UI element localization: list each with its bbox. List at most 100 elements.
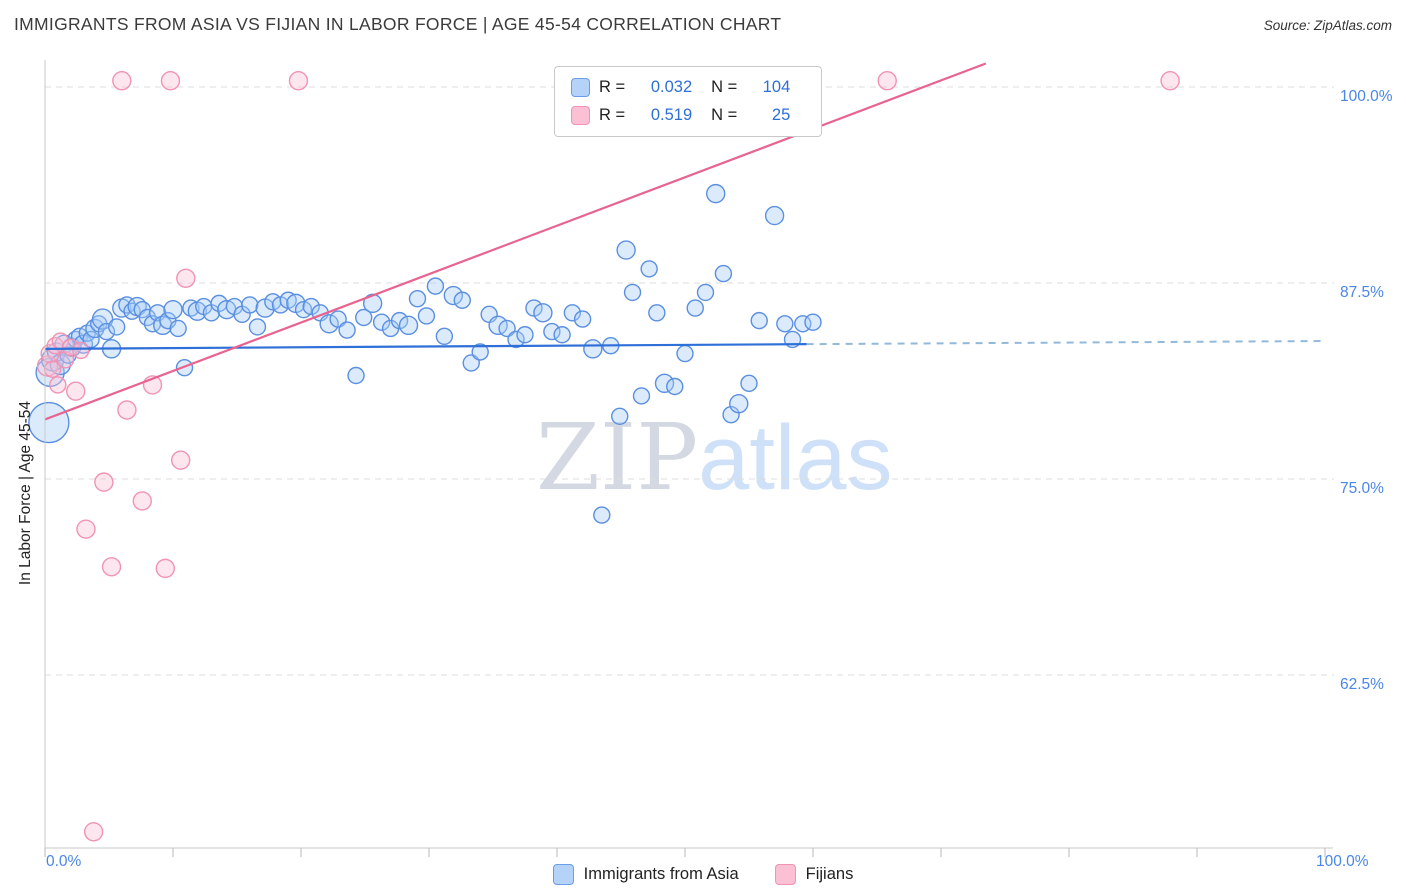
asia-data-point	[804, 313, 822, 331]
asia-data-point	[729, 394, 749, 414]
asia-data-point	[82, 330, 100, 349]
asia-data-point	[153, 315, 173, 336]
asia-data-point	[632, 387, 651, 405]
fijian-data-point	[117, 400, 137, 420]
y-axis-title: In Labor Force | Age 45-54	[17, 400, 34, 586]
trend-line	[44, 343, 807, 350]
x-axis-max-label: 100.0%	[1316, 853, 1369, 870]
legend-row-fijians: R = 0.519 N = 25	[571, 106, 805, 125]
legend-item-asia[interactable]: Immigrants from Asia	[552, 864, 739, 885]
asia-data-point	[648, 304, 666, 322]
watermark-zip: ZIP	[535, 404, 699, 511]
asia-data-point	[398, 315, 419, 336]
asia-data-point	[611, 407, 629, 425]
trend-line-dashed	[806, 340, 1326, 346]
legend-item-fijians[interactable]: Fijians	[774, 864, 854, 885]
fijian-data-point	[160, 71, 181, 91]
asia-data-point	[443, 285, 464, 306]
asia-data-point	[706, 183, 726, 204]
zipatlas-watermark: ZIPatlas	[536, 404, 893, 511]
asia-data-point	[169, 319, 187, 338]
trend-line	[44, 62, 987, 421]
fijians-r-value: 0.519	[650, 106, 693, 124]
asia-legend-label: Immigrants from Asia	[583, 865, 739, 883]
asia-data-point	[776, 315, 794, 333]
asia-swatch	[571, 78, 590, 97]
legend-row-asia: R = 0.032 N = 104	[571, 78, 805, 97]
asia-data-point	[654, 373, 675, 394]
asia-data-point	[417, 307, 436, 325]
asia-data-point	[623, 283, 642, 302]
page-title: IMMIGRANTS FROM ASIA VS FIJIAN IN LABOR …	[14, 14, 782, 34]
r-label: R =	[599, 78, 626, 96]
fijian-data-point	[61, 338, 80, 356]
fijian-data-point	[176, 268, 196, 288]
asia-data-point	[640, 260, 658, 278]
asia-data-point	[722, 406, 740, 424]
asia-legend-swatch	[552, 864, 574, 885]
n-label: N =	[711, 78, 738, 96]
asia-n-value: 104	[762, 78, 791, 96]
asia-data-point	[163, 299, 183, 320]
asia-data-point	[573, 310, 592, 328]
y-tick-label: 100.0%	[1340, 88, 1393, 105]
asia-data-point	[533, 303, 553, 323]
asia-data-point	[666, 377, 684, 396]
fijian-data-point	[288, 71, 309, 91]
asia-data-point	[319, 314, 339, 334]
y-tick-label: 62.5%	[1340, 676, 1384, 693]
asia-data-point	[583, 339, 603, 359]
fijian-data-point	[112, 71, 132, 91]
asia-data-point	[593, 506, 611, 524]
fijians-legend-swatch	[774, 864, 796, 885]
asia-data-point	[182, 299, 200, 317]
asia-data-point	[740, 374, 758, 393]
fijian-data-point	[132, 491, 152, 511]
series-legend: Immigrants from Asia Fijians	[0, 864, 1406, 885]
fijian-data-point	[72, 341, 90, 360]
y-tick-label: 75.0%	[1340, 480, 1384, 497]
asia-data-point	[563, 304, 582, 322]
asia-data-point	[347, 366, 365, 385]
asia-data-point	[507, 330, 525, 349]
asia-r-value: 0.032	[650, 78, 693, 96]
asia-data-point	[453, 291, 471, 309]
correlation-legend: R = 0.032 N = 104 R = 0.519 N = 25	[554, 66, 822, 137]
fijian-data-point	[66, 381, 86, 401]
fijian-data-point	[83, 822, 104, 842]
fijians-legend-label: Fijians	[805, 865, 854, 883]
fijian-data-point	[155, 558, 176, 579]
fijian-data-point	[1160, 71, 1180, 91]
asia-data-point	[302, 297, 320, 316]
source-credit: Source: ZipAtlas.com	[1263, 18, 1392, 33]
asia-data-point	[764, 205, 785, 226]
fijians-n-value: 25	[771, 106, 791, 124]
asia-data-point	[714, 264, 733, 283]
watermark-atlas: atlas	[698, 407, 893, 509]
x-axis-min-label: 0.0%	[46, 853, 82, 870]
asia-data-point	[435, 327, 454, 346]
asia-data-point	[471, 343, 489, 361]
asia-data-point	[488, 315, 508, 336]
asia-data-point	[516, 326, 534, 344]
asia-data-point	[97, 322, 116, 341]
asia-data-point	[408, 289, 427, 308]
fijians-swatch	[571, 106, 590, 125]
fijian-data-point	[49, 376, 67, 394]
asia-data-point	[696, 283, 715, 302]
asia-data-point	[553, 326, 571, 344]
asia-data-point	[241, 296, 259, 314]
asia-data-point	[372, 313, 391, 331]
fijian-data-point	[76, 519, 96, 539]
fijian-data-point	[101, 557, 122, 577]
fijian-data-point	[877, 71, 897, 91]
asia-data-point	[616, 240, 636, 260]
n-label: N =	[711, 106, 738, 124]
asia-data-point	[543, 322, 561, 341]
asia-data-point	[686, 299, 704, 317]
asia-data-point	[676, 344, 694, 363]
asia-data-point	[338, 321, 356, 339]
y-tick-label: 87.5%	[1340, 284, 1384, 301]
